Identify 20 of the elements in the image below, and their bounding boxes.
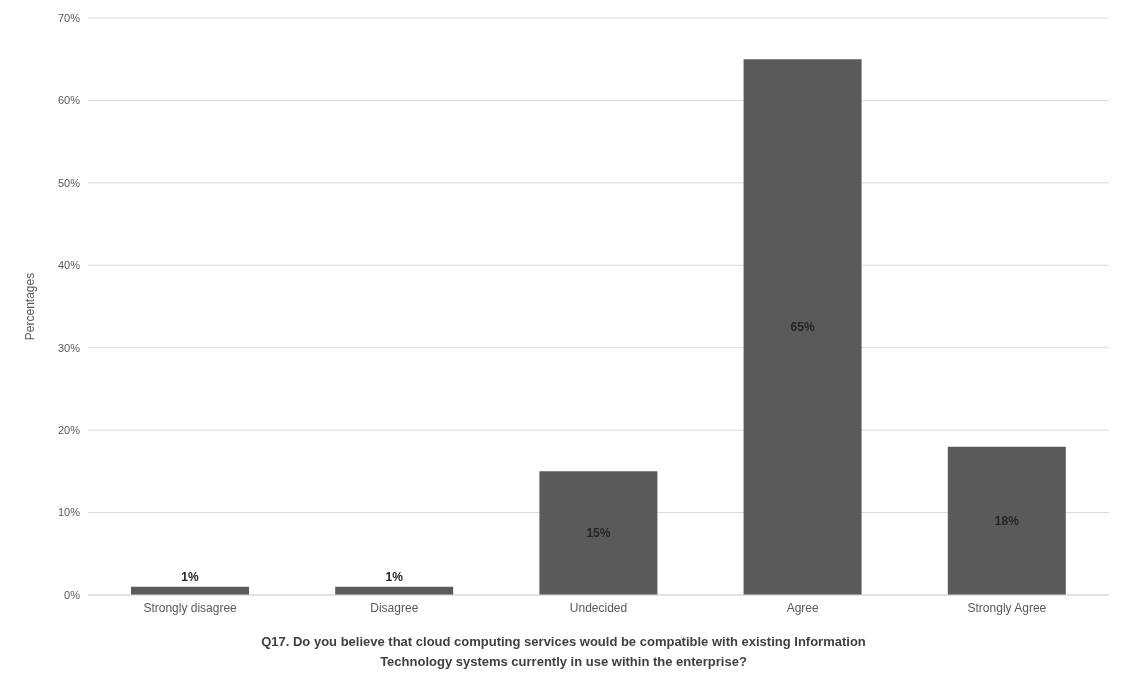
data-label: 1% [181,569,199,584]
y-axis-title: Percentages [23,272,38,341]
y-tick-label: 70% [57,11,81,24]
y-tick-label: 30% [57,341,81,354]
y-tick-label: 60% [57,94,81,107]
y-tick-label: 10% [57,506,81,519]
y-tick-label: 0% [64,588,81,601]
x-tick-label: Agree [786,600,820,615]
bar [539,471,658,595]
x-tick-label: Strongly disagree [143,600,238,615]
x-tick-label: Undecided [569,600,628,615]
bar [743,59,862,595]
x-axis-title: Q17. Do you believe that cloud computing services would be compatible with existing Information Technology systems currently in use within the enterprise? [260,633,867,671]
data-label: 1% [385,569,404,584]
y-tick-label: 40% [57,259,81,272]
bar [947,446,1066,595]
y-tick-label: 20% [57,424,81,437]
y-tick-label: 50% [57,176,81,189]
x-tick-label: Disagree [370,600,419,615]
x-tick-label: Strongly Agree [967,600,1047,615]
